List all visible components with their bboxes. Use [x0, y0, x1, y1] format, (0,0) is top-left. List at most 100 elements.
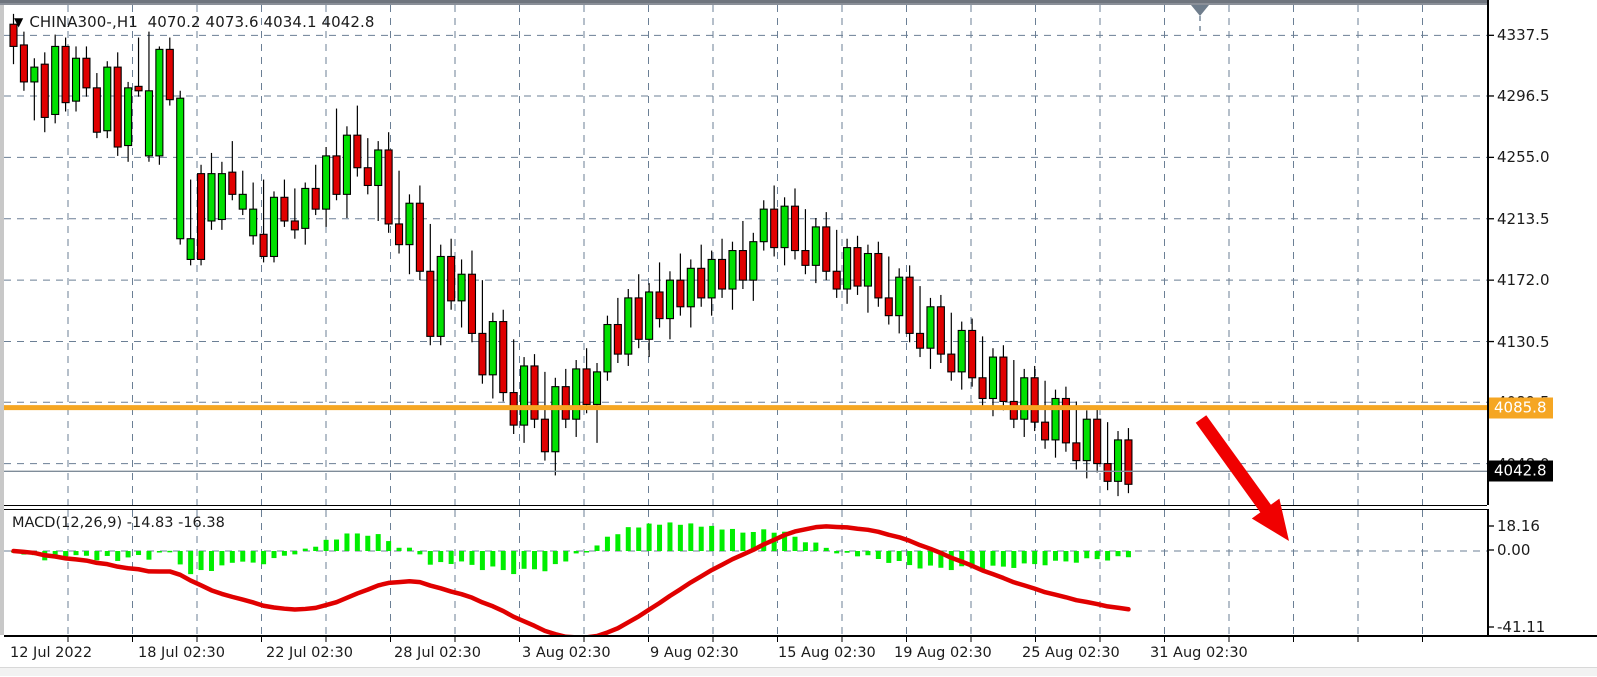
macd-histogram-bar	[646, 523, 652, 551]
macd-histogram-bar	[1032, 551, 1038, 565]
candle-body	[884, 297, 893, 317]
candle-body	[259, 233, 268, 258]
time-axis-label: 19 Aug 02:30	[894, 645, 992, 661]
macd-histogram-bar	[208, 551, 214, 571]
candle-body	[499, 321, 508, 394]
candle-body	[895, 276, 904, 317]
macd-histogram-bar	[438, 551, 444, 563]
candle-body	[561, 386, 570, 420]
candle-body	[155, 48, 164, 157]
candle-body	[520, 365, 529, 426]
candle-body	[467, 273, 477, 334]
macd-label-name: MACD(12,26,9)	[12, 515, 123, 531]
macd-histogram-bar	[604, 536, 610, 551]
candle-body	[322, 155, 331, 210]
candle-body	[1041, 421, 1050, 441]
candle-body	[572, 368, 581, 420]
candle-body	[311, 187, 320, 210]
macd-histogram-bar	[94, 551, 100, 561]
macd-histogram-bar	[156, 551, 162, 553]
orange-price-tag[interactable]: 4085.8	[1489, 397, 1553, 419]
candle-body	[363, 167, 372, 187]
macd-value-main: -14.83	[126, 515, 174, 531]
macd-histogram-bar	[688, 523, 694, 551]
macd-axis-label: -41.11	[1497, 618, 1546, 636]
price-chart-panel[interactable]: ▼ CHINA300-,H1 4070.2 4073.6 4034.1 4042.…	[4, 5, 1487, 505]
candle-body	[1124, 439, 1133, 485]
candle-body	[82, 57, 91, 89]
last-price-tag[interactable]: 4042.8	[1489, 460, 1553, 482]
candle-body	[92, 87, 101, 133]
macd-histogram-bar	[167, 550, 173, 553]
macd-histogram-bar	[1063, 551, 1069, 562]
macd-histogram-bar	[281, 551, 287, 556]
candle-body	[144, 90, 154, 157]
macd-histogram-bar	[969, 551, 975, 568]
price-axis-label: 4213.5	[1497, 209, 1550, 228]
price-axis-label: 4255.0	[1497, 148, 1550, 167]
candle-body	[968, 329, 977, 379]
price-axis[interactable]: 4337.54296.54255.04213.54172.04130.54089…	[1487, 0, 1597, 505]
macd-histogram-bar	[240, 551, 246, 562]
macd-histogram-bar	[1042, 551, 1048, 566]
macd-histogram-bar	[500, 551, 506, 571]
macd-histogram-bar	[813, 542, 819, 551]
candle-body	[405, 202, 414, 246]
candle-body	[342, 134, 351, 195]
candle-body	[790, 205, 800, 252]
macd-histogram-bar	[292, 551, 298, 555]
candle-body	[186, 238, 195, 260]
candle-body	[61, 45, 70, 104]
candle-body	[738, 250, 747, 281]
time-axis-label: 31 Aug 02:30	[1150, 645, 1248, 661]
time-axis-label: 22 Jul 02:30	[266, 645, 353, 661]
macd-axis[interactable]: 18.16 0.00 -41.11	[1487, 509, 1597, 636]
candle-body	[926, 306, 935, 349]
macd-histogram-bar	[990, 551, 996, 566]
macd-histogram-bar	[532, 551, 537, 570]
macd-histogram-bar	[386, 541, 392, 551]
candle-body	[613, 323, 622, 355]
macd-histogram-bar	[886, 551, 892, 563]
candle-body	[697, 267, 706, 299]
macd-histogram-bar	[490, 551, 496, 567]
candle-body	[655, 291, 664, 320]
macd-histogram-bar	[625, 527, 631, 551]
candle-body	[217, 173, 226, 221]
candle-body	[1103, 463, 1112, 482]
macd-chart-canvas	[4, 510, 1487, 636]
candle-body	[843, 247, 852, 290]
candle-body	[1113, 439, 1123, 482]
candle-body	[394, 223, 404, 246]
candle-body	[1061, 397, 1070, 444]
candle-body	[197, 173, 206, 260]
macd-histogram-bar	[948, 551, 954, 571]
macd-histogram-bar	[1094, 551, 1100, 560]
candle-body	[447, 255, 456, 302]
candle-body	[374, 149, 383, 187]
macd-histogram-bar	[729, 528, 735, 551]
macd-histogram-bar	[938, 551, 944, 568]
chart-top-marker-icon[interactable]	[1191, 5, 1209, 16]
macd-histogram-bar	[1105, 551, 1111, 561]
macd-histogram-bar	[792, 536, 798, 551]
time-axis-label: 12 Jul 2022	[10, 645, 93, 661]
candle-body	[280, 196, 289, 222]
macd-histogram-bar	[219, 551, 225, 566]
time-axis-ticks	[67, 637, 1423, 642]
macd-histogram-bar	[907, 551, 913, 566]
macd-histogram-bar	[1021, 551, 1027, 564]
candle-body	[582, 368, 591, 405]
triangle-down-icon[interactable]: ▼	[14, 15, 24, 29]
window-top-chrome-inner	[0, 0, 1597, 3]
candle-body	[113, 66, 122, 148]
candle-body	[436, 255, 445, 337]
macd-histogram-bar	[177, 551, 183, 565]
macd-value-signal: -16.38	[178, 515, 225, 531]
candle-body	[863, 252, 872, 287]
candle-body	[905, 276, 914, 334]
macd-indicator-panel[interactable]: MACD(12,26,9) -14.83 -16.38	[4, 509, 1487, 636]
macd-histogram-bar	[615, 534, 621, 551]
macd-histogram-bar	[271, 551, 277, 559]
